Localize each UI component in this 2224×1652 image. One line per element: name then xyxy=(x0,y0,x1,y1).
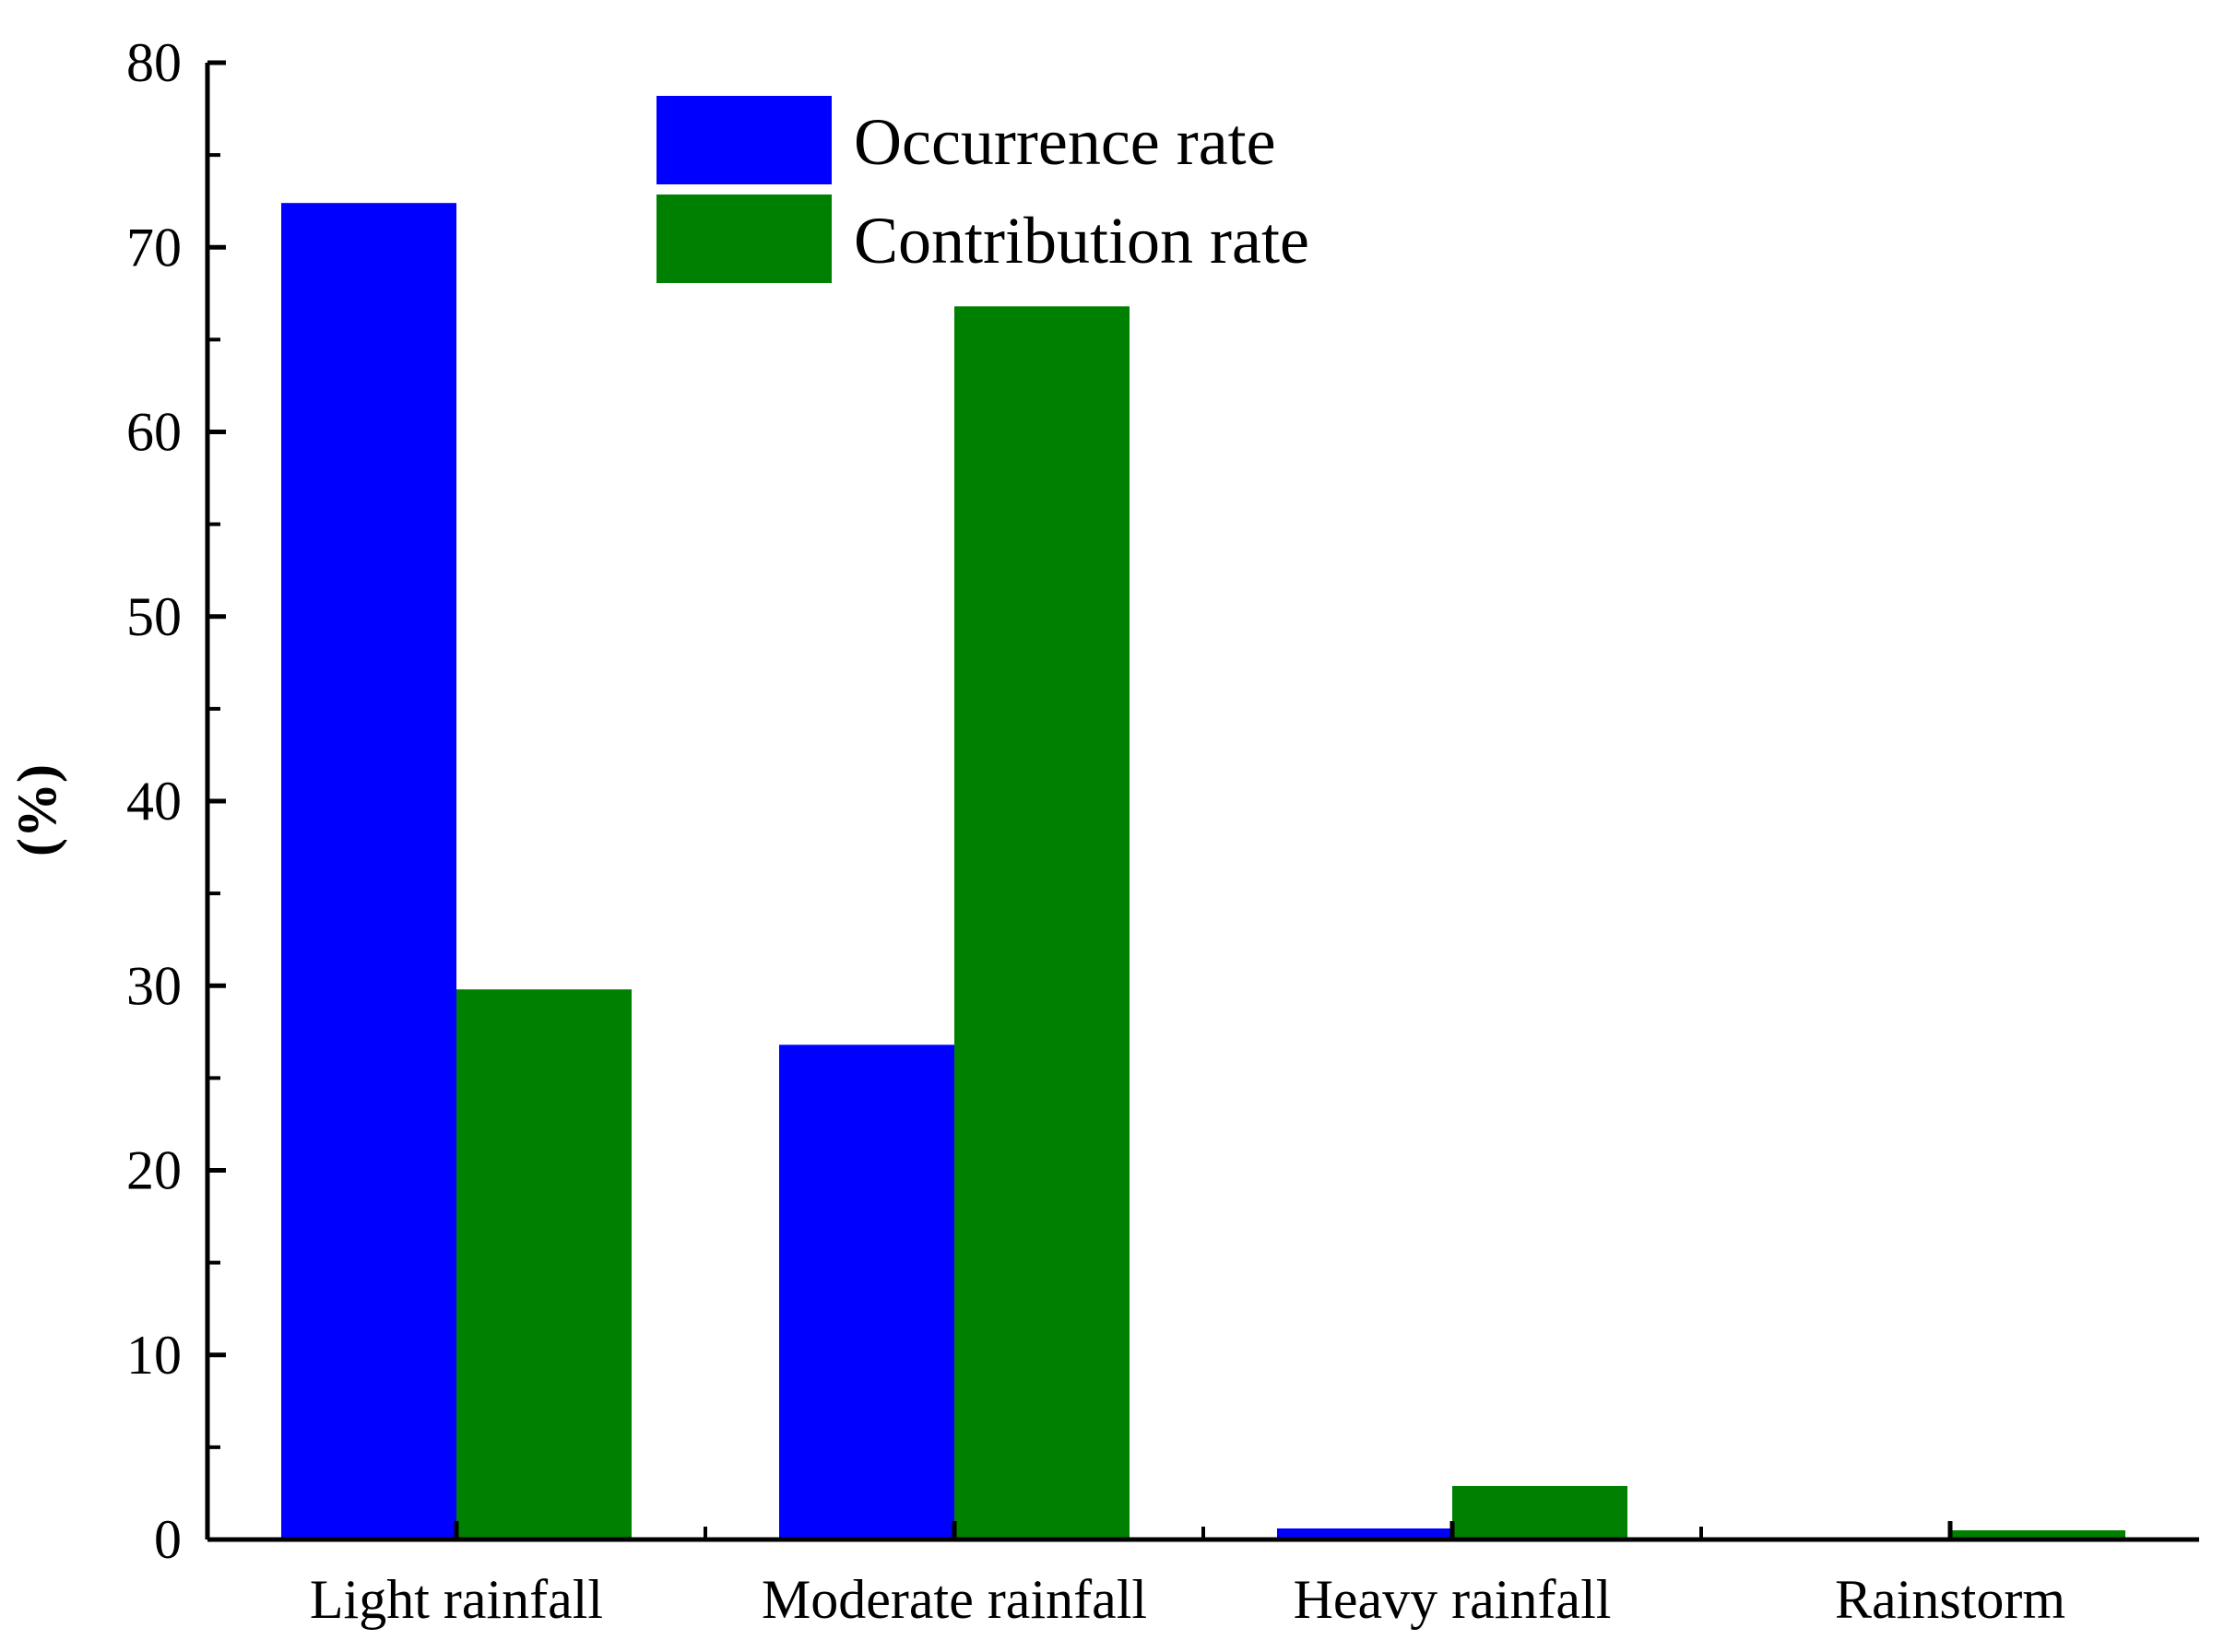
y-tick-label: 30 xyxy=(126,955,182,1016)
bar-contribution-rate-rainstorm xyxy=(1950,1529,2125,1540)
bars-layer xyxy=(281,203,2125,1540)
bar-occurrence-rate-moderate-rainfall xyxy=(779,1044,954,1540)
x-tick-label: Moderate rainfall xyxy=(762,1569,1147,1630)
bar-contribution-rate-moderate-rainfall xyxy=(954,306,1130,1540)
y-tick-label: 70 xyxy=(126,217,182,277)
y-tick-label: 60 xyxy=(126,402,182,463)
y-tick-label: 0 xyxy=(154,1509,182,1570)
y-tick-label: 80 xyxy=(126,32,182,93)
x-tick-label: Rainstorm xyxy=(1835,1569,2065,1630)
y-tick-label: 50 xyxy=(126,586,182,647)
bar-contribution-rate-light-rainfall xyxy=(456,989,632,1540)
bar-contribution-rate-heavy-rainfall xyxy=(1452,1485,1627,1540)
bar-occurrence-rate-heavy-rainfall xyxy=(1277,1528,1452,1540)
x-tick-label: Light rainfall xyxy=(310,1569,603,1630)
y-tick-label: 10 xyxy=(126,1325,182,1386)
legend-label: Contribution rate xyxy=(854,204,1309,277)
x-ticks: Light rainfall Moderate rainfall Heavy rai… xyxy=(310,1521,2065,1630)
legend-swatch-contribution-rate xyxy=(657,195,832,283)
y-axis-title: (%) xyxy=(6,764,67,856)
legend-swatch-occurrence-rate xyxy=(657,96,832,184)
x-tick-label: Heavy rainfall xyxy=(1294,1569,1612,1630)
bar-occurrence-rate-light-rainfall xyxy=(281,203,456,1540)
legend: Occurrence rate Contribution rate xyxy=(657,96,1309,283)
legend-label: Occurrence rate xyxy=(854,105,1276,179)
y-tick-label: 20 xyxy=(126,1140,182,1201)
y-ticks: 0 10 20 30 40 50 60 70 80 xyxy=(126,32,226,1570)
y-tick-label: 40 xyxy=(126,771,182,832)
